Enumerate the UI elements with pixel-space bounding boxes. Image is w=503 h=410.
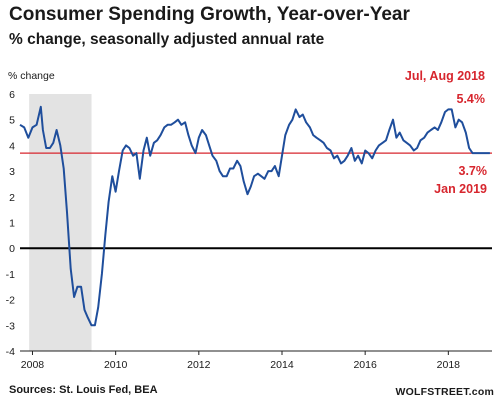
y-tick-label: 4 <box>9 140 15 152</box>
x-tick-label: 2010 <box>104 359 128 371</box>
x-tick-label: 2014 <box>270 359 294 371</box>
x-tick-label: 2012 <box>187 359 211 371</box>
source-note: Sources: St. Louis Fed, BEA <box>9 384 158 396</box>
y-tick-label: 0 <box>9 243 15 255</box>
peak-date-annotation: Jul, Aug 2018 <box>405 69 485 83</box>
x-tick-label: 2016 <box>353 359 377 371</box>
brand-label: WOLFSTREET.com <box>395 386 494 398</box>
y-tick-label: 5 <box>9 115 15 127</box>
y-tick-label: -1 <box>6 269 15 281</box>
y-tick-label: 2 <box>9 192 15 204</box>
latest-value-annotation: 3.7% <box>459 164 488 178</box>
x-tick-label: 2008 <box>21 359 45 371</box>
y-tick-label: 6 <box>9 89 15 101</box>
chart-subtitle: % change, seasonally adjusted annual rat… <box>9 31 325 48</box>
series-line <box>19 105 490 327</box>
latest-date-annotation: Jan 2019 <box>434 182 487 196</box>
x-tick-label: 2018 <box>437 359 461 371</box>
recession-band <box>29 94 92 351</box>
peak-value-annotation: 5.4% <box>457 92 486 106</box>
y-tick-label: 3 <box>9 166 15 178</box>
y-tick-label: 1 <box>9 218 15 230</box>
y-tick-label: -4 <box>6 346 15 358</box>
y-tick-label: -2 <box>6 295 15 307</box>
y-tick-label: -3 <box>6 320 15 332</box>
y-axis-label: % change <box>8 70 55 82</box>
chart-title: Consumer Spending Growth, Year-over-Year <box>9 4 410 25</box>
